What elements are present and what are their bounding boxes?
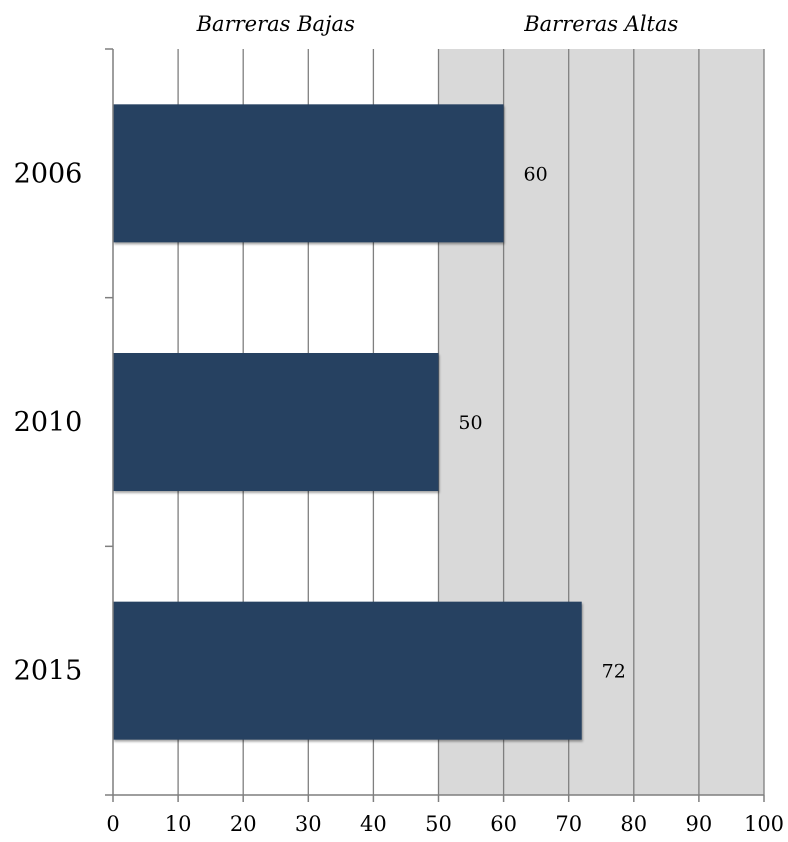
- x-tick-label-0: 0: [106, 812, 119, 836]
- bar-2010: [113, 353, 439, 491]
- x-tick-label-40: 40: [360, 812, 387, 836]
- x-tick-label-100: 100: [744, 812, 784, 836]
- x-tick-label-20: 20: [230, 812, 257, 836]
- x-tick-label-90: 90: [686, 812, 713, 836]
- x-tick-label-50: 50: [425, 812, 452, 836]
- category-label-2010: 2010: [14, 407, 83, 438]
- x-tick-label-80: 80: [620, 812, 647, 836]
- bar-2015: [113, 602, 582, 740]
- region-label-2: Barreras Altas: [523, 12, 678, 36]
- x-tick-label-60: 60: [490, 812, 517, 836]
- data-label-2006: 60: [524, 163, 548, 185]
- x-tick-label-70: 70: [555, 812, 582, 836]
- category-label-2015: 2015: [14, 656, 83, 687]
- bar-2006: [113, 104, 504, 242]
- x-tick-label-30: 30: [295, 812, 322, 836]
- category-label-2006: 2006: [14, 158, 83, 189]
- x-tick-label-10: 10: [165, 812, 192, 836]
- data-label-2010: 50: [458, 412, 482, 434]
- data-label-2015: 72: [602, 661, 626, 683]
- region-label-1: Barreras Bajas: [196, 12, 355, 36]
